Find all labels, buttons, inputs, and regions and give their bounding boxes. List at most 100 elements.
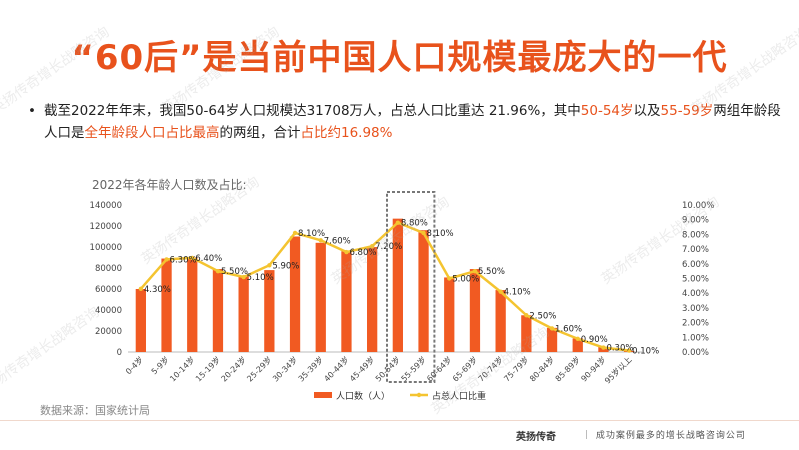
highlight-box [386, 191, 436, 383]
summary-text-segment: 截至2022年年末，我国50-64岁人口规模达31708万人，占总人口比重达 2… [44, 103, 581, 119]
bar-55-59岁 [418, 230, 429, 352]
share-point-25-29岁 [267, 263, 272, 268]
population-chart: 0 20000 40000 60000 80000 100000 120000 140000 0… [90, 191, 714, 402]
x-tick-label: 75-79岁 [502, 354, 531, 383]
x-tick-label: 15-19岁 [193, 354, 222, 383]
summary-text-segment: 以及 [633, 103, 661, 119]
share-point-60-64岁 [447, 276, 452, 281]
data-source: 数据来源：国家统计局 [40, 404, 150, 417]
share-data-label: 0.10% [632, 347, 659, 357]
bar-15-19岁 [212, 269, 224, 352]
summary-text-segment: 的两组，合计 [219, 125, 301, 141]
share-data-label: 5.50% [478, 267, 505, 277]
x-tick-label: 80-84岁 [527, 354, 556, 383]
bar-80-84岁 [546, 327, 558, 352]
bar-65-69岁 [469, 269, 481, 352]
x-tick-label: 65-69岁 [450, 354, 479, 383]
x-tick-label: 70-74岁 [476, 354, 505, 383]
summary-text-segment: 两组年龄段人口是 [44, 103, 781, 141]
share-data-label: 6.30% [170, 255, 197, 265]
x-tick-label: 45-49岁 [347, 354, 376, 383]
y-right-tick-label: 1.00% [682, 333, 709, 343]
y-left-tick-label: 60000 [95, 285, 122, 295]
share-data-label: 5.00% [452, 275, 479, 285]
y-left-tick-label: 100000 [90, 243, 122, 253]
x-tick-label: 95岁以上 [602, 354, 633, 385]
highlight-text: 50-54岁 [580, 103, 634, 119]
y-right-tick-label: 0.00% [682, 348, 709, 358]
bar-45-49岁 [367, 247, 378, 352]
summary-text: 截至2022年年末，我国50-64岁人口规模达31708万人，占总人口比重达 2… [44, 100, 784, 144]
highlight-text: 55-59岁 [660, 103, 714, 119]
y-right-tick-label: 10.00% [682, 201, 714, 211]
y-right-tick-label: 9.00% [682, 216, 709, 226]
share-point-10-14岁 [190, 255, 195, 261]
y-right-tick-label: 4.00% [682, 289, 709, 299]
y-right-tick-label: 7.00% [682, 245, 709, 255]
share-data-label: 6.80% [349, 248, 376, 258]
share-point-70-74岁 [498, 289, 503, 294]
y-left-tick-label: 20000 [95, 327, 122, 337]
share-point-5-9岁 [164, 257, 169, 262]
share-line [139, 221, 630, 352]
chart-title: 2022年各年龄人口数及占比: [92, 178, 247, 192]
y-left-tick-label: 40000 [95, 306, 122, 316]
bar-10-14岁 [187, 257, 198, 352]
bar-30-34岁 [289, 236, 301, 352]
share-point-95岁以上 [626, 348, 632, 353]
y-left-tick-label: 80000 [95, 264, 122, 274]
legend-bar-swatch [314, 392, 332, 398]
y-right-tick-label: 5.00% [682, 275, 709, 285]
share-point-55-59岁 [421, 230, 426, 236]
share-data-label: 5.50% [221, 267, 248, 277]
x-tick-label: 5-9岁 [149, 354, 171, 376]
x-tick-label: 20-24岁 [219, 354, 248, 383]
bar-40-44岁 [341, 251, 352, 352]
share-point-30-34岁 [292, 230, 298, 236]
footer: 英扬传奇 ｜ 成功案例最多的增长战略咨询公司 [0, 420, 799, 450]
share-data-label: 5.90% [272, 261, 299, 271]
legend-line-label: 占总人口比重 [432, 390, 486, 402]
share-point-50-54岁 [395, 220, 401, 225]
share-data-label: 2.50% [529, 311, 556, 321]
share-data-label: 5.10% [247, 273, 274, 283]
y-right-tick-label: 2.00% [682, 319, 709, 329]
share-point-40-44岁 [344, 249, 349, 255]
bar-50-54岁 [392, 218, 403, 352]
x-tick-label: 55-59岁 [399, 354, 428, 383]
share-point-65-69岁 [472, 268, 478, 274]
legend-line-marker [416, 392, 422, 398]
share-point-75-79岁 [524, 313, 529, 318]
x-tick-label: 60-64岁 [424, 354, 453, 383]
share-data-label: 8.10% [427, 229, 454, 239]
bar-85-89岁 [572, 338, 583, 352]
y-right-tick-label: 3.00% [682, 304, 709, 314]
highlight-text: 占比约16.98% [300, 125, 393, 141]
x-tick-label: 85-89岁 [553, 354, 582, 383]
share-point-45-49岁 [369, 243, 375, 249]
share-data-label: 4.10% [504, 288, 531, 298]
x-tick-label: 40-44岁 [322, 354, 351, 383]
bar-75-79岁 [521, 315, 532, 352]
bar-35-39岁 [315, 242, 326, 352]
bar-60-64岁 [444, 277, 455, 352]
x-tick-label: 35-39岁 [296, 354, 325, 383]
y-left-tick-label: 0 [117, 348, 122, 358]
share-point-90-94岁 [601, 345, 606, 350]
share-data-label: 7.20% [375, 242, 402, 252]
share-point-80-84岁 [549, 326, 555, 331]
highlight-text: 全年龄段人口占比最高 [84, 125, 220, 141]
y-right-tick-label: 6.00% [682, 260, 709, 270]
bar-70-74岁 [495, 290, 506, 352]
share-data-label: 7.60% [324, 236, 351, 246]
footer-divider [0, 420, 799, 421]
share-data-label: 8.80% [401, 219, 428, 229]
bullet-dot: • [28, 103, 36, 119]
page-title: “60后”是当前中国人口规模最庞大的一代 [71, 38, 728, 78]
x-tick-label: 10-14岁 [167, 354, 196, 383]
footer-brand: 英扬传奇 [516, 432, 556, 443]
share-point-85-89岁 [575, 336, 580, 341]
share-point-35-39岁 [318, 238, 323, 243]
bar-5-9岁 [161, 258, 172, 352]
x-tick-label: 30-34岁 [270, 354, 299, 383]
